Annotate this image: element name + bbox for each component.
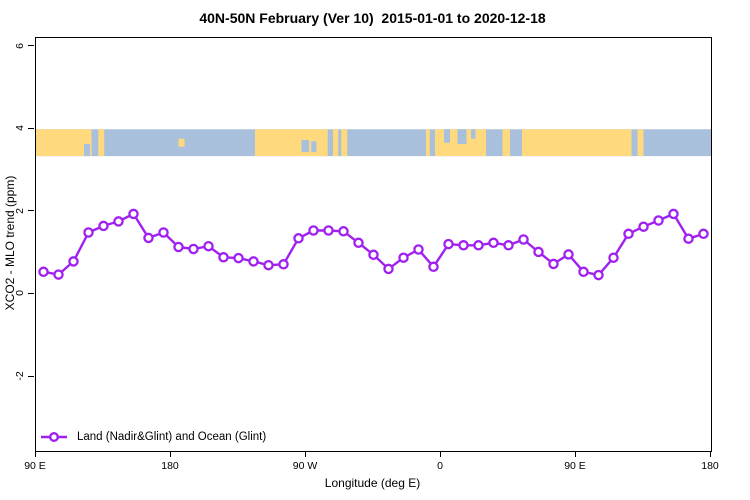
plot-area: [35, 37, 712, 452]
x-tick-label: 180: [161, 460, 179, 472]
map-band-sea-patch: [471, 129, 476, 139]
data-point: [68, 256, 79, 267]
data-point: [428, 261, 439, 273]
data-point: [578, 266, 589, 278]
data-point: [278, 259, 289, 270]
map-band-sea-patch: [311, 141, 317, 153]
map-band-land: [333, 129, 339, 157]
data-point: [53, 269, 64, 280]
y-tick-mark: [28, 292, 34, 294]
data-point: [293, 233, 304, 244]
map-band-land: [522, 129, 632, 157]
data-point: [143, 232, 154, 244]
data-point: [38, 266, 49, 278]
data-point: [443, 238, 454, 250]
data-point: [248, 256, 259, 267]
x-tick-label: 90 W: [292, 460, 318, 472]
y-tick-label: -2: [14, 371, 26, 381]
data-point: [158, 227, 169, 238]
data-point: [608, 252, 619, 263]
data-point: [623, 228, 634, 240]
x-tick-label: 180: [701, 460, 719, 472]
map-band-land: [255, 129, 328, 157]
data-point: [173, 241, 184, 253]
map-band-land: [426, 129, 430, 157]
data-point: [113, 216, 124, 227]
legend: Land (Nadir&Glint) and Ocean (Glint): [40, 429, 266, 445]
x-tick-mark: [439, 451, 441, 457]
map-band-land: [36, 129, 92, 157]
x-axis-title: Longitude (deg E): [324, 476, 421, 490]
data-point: [698, 228, 709, 240]
map-band-sea-patch: [84, 144, 90, 157]
x-tick-label: 0: [437, 460, 443, 472]
chart-title: 40N-50N February (Ver 10) 2015-01-01 to …: [199, 10, 546, 26]
y-tick-label: 4: [14, 125, 26, 132]
map-band-sea-patch: [301, 140, 309, 153]
data-point: [548, 258, 559, 270]
data-line: [43, 212, 704, 277]
map-band-island-patch: [178, 138, 185, 147]
x-tick-mark: [169, 451, 171, 457]
data-point: [488, 237, 499, 249]
x-tick-label: 90 E: [24, 460, 46, 472]
data-point: [233, 252, 244, 264]
data-point: [668, 208, 679, 220]
y-tick-mark: [28, 210, 34, 212]
map-band-land: [98, 129, 105, 157]
data-point: [203, 240, 214, 252]
data-point: [638, 221, 649, 232]
data-point: [683, 233, 694, 244]
data-point: [338, 226, 349, 237]
y-tick-label: 2: [14, 207, 26, 214]
data-point: [323, 225, 334, 236]
data-point: [383, 263, 394, 275]
data-point: [368, 249, 379, 261]
plot-svg: [36, 129, 711, 281]
data-point: [413, 244, 424, 255]
legend-label: Land (Nadir&Glint) and Ocean (Glint): [77, 431, 267, 443]
x-tick-mark: [574, 451, 576, 457]
x-tick-mark: [709, 451, 711, 457]
y-tick-mark: [28, 127, 34, 129]
map-band-sea-patch: [457, 129, 467, 145]
data-point: [128, 208, 139, 220]
data-point: [218, 252, 229, 263]
y-tick-label: 6: [14, 42, 26, 49]
data-point: [563, 249, 574, 260]
map-band-land: [637, 129, 644, 157]
data-point: [98, 220, 109, 232]
data-point: [503, 240, 514, 251]
x-tick-mark: [34, 451, 36, 457]
data-point: [593, 269, 604, 281]
map-band-land: [341, 129, 348, 157]
data-point: [518, 234, 529, 245]
map-band-land: [502, 129, 510, 157]
data-point: [263, 259, 274, 271]
data-point: [308, 225, 319, 236]
x-tick-mark: [304, 451, 306, 457]
data-point: [188, 243, 199, 255]
data-point: [473, 240, 484, 251]
y-tick-mark: [28, 375, 34, 377]
y-tick-label: 0: [14, 290, 26, 297]
data-point: [653, 215, 664, 226]
legend-symbol-line-circle-icon: [41, 432, 67, 442]
data-point: [533, 246, 544, 258]
data-point: [83, 227, 94, 238]
y-tick-mark: [28, 45, 34, 47]
data-point: [353, 237, 364, 249]
x-tick-label: 90 E: [564, 460, 586, 472]
map-band-sea-patch: [444, 129, 450, 143]
data-point: [398, 252, 409, 263]
data-point: [458, 240, 469, 251]
